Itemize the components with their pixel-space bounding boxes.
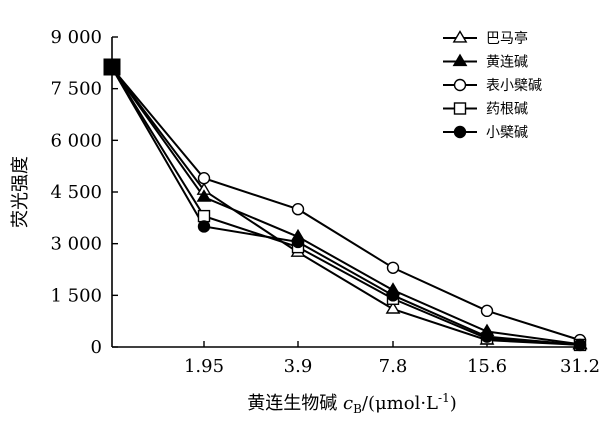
- data-point: [480, 330, 494, 343]
- x-tick-label: 7.8: [379, 356, 408, 377]
- y-tick-label: 1 500: [50, 285, 102, 306]
- data-point: [196, 189, 212, 202]
- legend-label: 小檗碱: [486, 125, 528, 141]
- shared-start-marker: [103, 58, 121, 76]
- data-point: [573, 338, 587, 352]
- x-axis-label-main: 黄连生物碱: [247, 393, 343, 414]
- legend-label: 黄连碱: [486, 54, 528, 71]
- series-line: [111, 67, 581, 346]
- legend-item: 药根碱: [443, 102, 528, 118]
- data-point: [386, 261, 400, 274]
- x-tick-label: 1.95: [184, 356, 224, 377]
- legend-marker: [453, 102, 467, 115]
- y-tick-label: 6 000: [50, 130, 102, 151]
- x-tick-label: 3.9: [284, 356, 313, 377]
- x-axis-ticks: 1.95 3.9 7.8 15.6 31.2: [184, 341, 600, 377]
- legend-item: 小檗碱: [443, 125, 528, 141]
- x-axis-label-close: ): [450, 393, 457, 414]
- x-axis-label: 黄连生物碱 cB/(μmol·L-1): [247, 391, 457, 416]
- x-axis-label-unit: /(μmol·L: [362, 393, 438, 414]
- series-2: [111, 67, 581, 346]
- y-tick-label: 3 000: [50, 234, 102, 255]
- x-axis-label-variable: c: [343, 393, 353, 414]
- data-point: [480, 304, 494, 318]
- series-line: [111, 67, 581, 346]
- legend-marker: [452, 30, 468, 43]
- y-tick-label: 4 500: [50, 182, 102, 203]
- data-point: [291, 235, 305, 249]
- series-3: [111, 67, 581, 342]
- series-4: [111, 67, 581, 346]
- y-tick-label: 0: [91, 337, 102, 358]
- data-point: [385, 301, 401, 314]
- legend-label: 巴马亭: [486, 30, 528, 47]
- series-markers-4: [197, 209, 587, 352]
- data-point: [197, 172, 211, 185]
- y-axis-ticks: 0 1 500 3 000 4 500 6 000 7 500 9 000: [50, 27, 118, 358]
- series-line: [111, 67, 581, 346]
- data-point: [197, 220, 211, 233]
- legend-marker: [453, 78, 467, 92]
- series-1: [111, 67, 581, 346]
- data-point: [197, 209, 211, 223]
- y-tick-label: 7 500: [50, 79, 102, 100]
- data-point: [291, 203, 305, 216]
- legend-label: 药根碱: [486, 102, 528, 118]
- series-line: [111, 67, 581, 342]
- x-axis-label-subscript: B: [353, 402, 362, 416]
- y-axis-label: 荧光强度: [10, 156, 31, 228]
- data-point: [386, 289, 400, 302]
- legend-label: 表小檗碱: [486, 78, 542, 94]
- series-layer: [103, 58, 588, 352]
- legend-marker: [452, 53, 468, 67]
- x-axis-label-superscript: -1: [438, 391, 450, 405]
- y-tick-label: 9 000: [50, 27, 102, 48]
- x-tick-label: 31.2: [560, 356, 600, 377]
- series-markers-3: [197, 172, 587, 347]
- legend-item: 表小檗碱: [443, 78, 542, 94]
- series-markers-5: [197, 220, 587, 352]
- series-line: [111, 67, 581, 346]
- legend-marker: [453, 125, 467, 139]
- x-tick-label: 15.6: [467, 356, 507, 377]
- series-5: [111, 67, 581, 346]
- legend-item: 黄连碱: [443, 54, 528, 71]
- legend-item: 巴马亭: [443, 30, 528, 47]
